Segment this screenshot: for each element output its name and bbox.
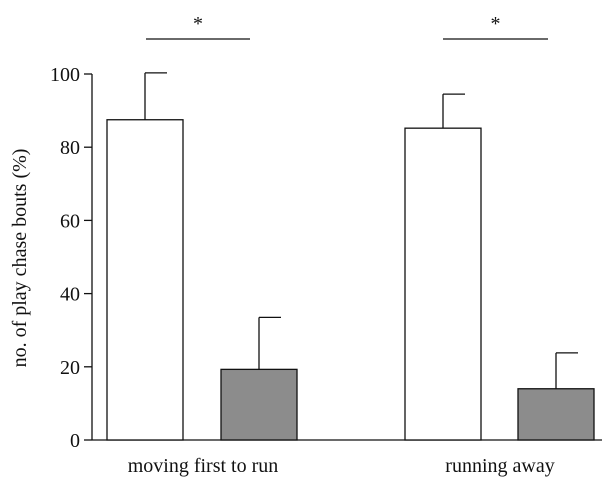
bar	[106, 119, 184, 441]
y-tick-label: 100	[50, 64, 80, 86]
bar	[517, 388, 595, 441]
significance-asterisk: *	[491, 13, 501, 35]
bar	[220, 368, 298, 441]
x-category-label: running away	[445, 455, 554, 477]
y-tick-label: 80	[60, 137, 80, 159]
y-tick-label: 20	[60, 357, 80, 379]
y-axis-title: no. of play chase bouts (%)	[9, 149, 31, 368]
y-tick-label: 60	[60, 210, 80, 232]
y-tick-label: 40	[60, 284, 80, 306]
significance-asterisk: *	[193, 13, 203, 35]
x-category-label: moving first to run	[128, 455, 279, 477]
bar	[404, 127, 482, 441]
y-tick-label: 0	[70, 430, 80, 452]
